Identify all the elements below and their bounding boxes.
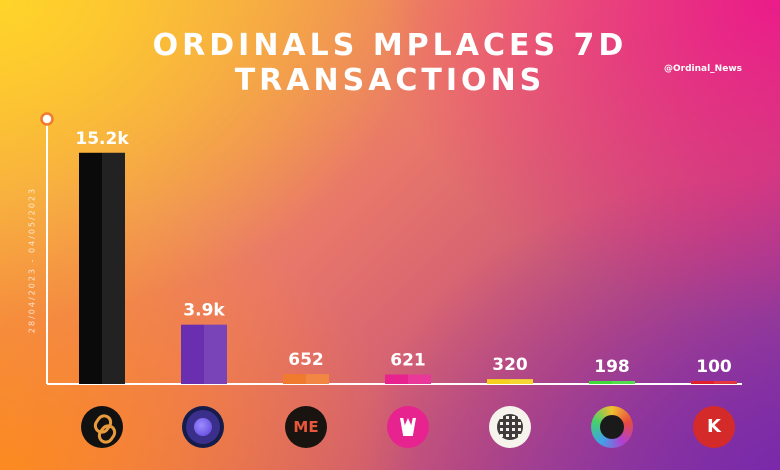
magic-eden-icon: ME — [285, 406, 327, 448]
data-label: 320 — [492, 355, 528, 375]
bar — [385, 374, 431, 384]
bar-group: 198 — [589, 357, 635, 384]
generative-ring-icon — [591, 406, 633, 448]
bar-highlight — [408, 374, 431, 384]
gamma-icon — [387, 406, 429, 448]
author-handle: @Ordinal_News — [664, 64, 742, 74]
data-label: 3.9k — [183, 301, 225, 321]
bar — [79, 152, 125, 384]
ordswap-icon — [489, 406, 531, 448]
bar-group: 15.2k — [75, 129, 129, 384]
bar-highlight — [306, 374, 329, 384]
bar-group: 100 — [691, 357, 737, 384]
bar-group: 621 — [385, 351, 431, 384]
bar-highlight — [204, 324, 227, 384]
bar — [691, 381, 737, 384]
bar — [487, 379, 533, 384]
ordinalsbot-icon: K — [693, 406, 735, 448]
bar-group: 3.9k — [181, 301, 227, 384]
bar — [589, 380, 635, 384]
bar-highlight — [510, 379, 533, 384]
magic-circle-icon — [182, 406, 224, 448]
data-label: 621 — [390, 351, 426, 371]
data-label: 652 — [288, 350, 324, 370]
bar-group: 320 — [487, 355, 533, 384]
bar-highlight — [714, 381, 737, 384]
bar-highlight — [102, 152, 125, 384]
bar-highlight — [612, 380, 635, 384]
data-label: 198 — [594, 357, 630, 377]
bar-group: 652 — [283, 350, 329, 384]
chart-title: ORDINALS MPLACES 7D TRANSACTIONS — [152, 28, 628, 98]
data-label: 100 — [696, 357, 732, 377]
ordinals-wallet-icon — [81, 406, 123, 448]
axis-origin-marker — [40, 112, 54, 126]
bar — [283, 374, 329, 384]
data-label: 15.2k — [75, 129, 129, 149]
bar — [181, 324, 227, 384]
